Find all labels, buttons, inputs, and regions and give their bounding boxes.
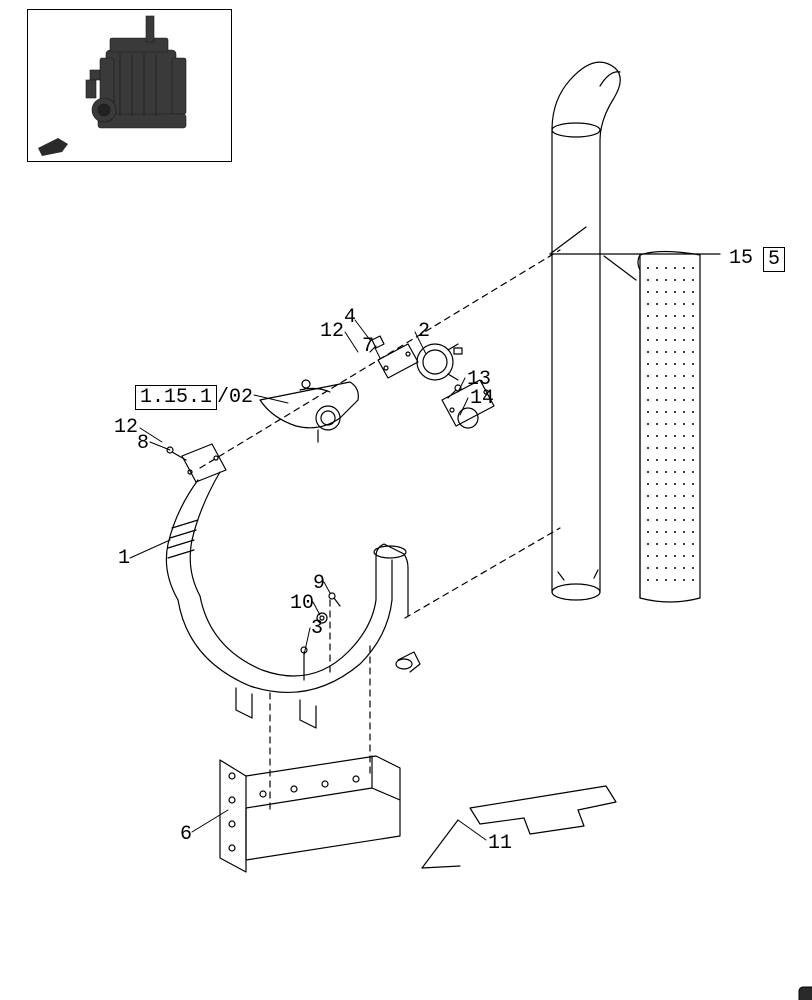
bracket-6 (220, 756, 400, 872)
callout-ref-block: 1.15.1/02 (135, 385, 253, 410)
turbo-body (260, 380, 358, 442)
callout-1: 1 (118, 547, 130, 570)
callout-4: 4 (344, 306, 356, 329)
callout-12a: 12 (320, 320, 344, 343)
callout-5: 5 (763, 247, 785, 272)
callout-14: 14 (470, 387, 494, 410)
callout-7: 7 (362, 335, 374, 358)
heat-shield (638, 252, 700, 603)
u-pipe (166, 444, 420, 728)
callout-3: 3 (311, 617, 323, 640)
diagram-canvas: 1.15.1/02 1 2 3 4 5 6 7 8 9 10 11 12 12 … (0, 0, 812, 1000)
callout-12b: 12 (114, 416, 138, 439)
callout-9: 9 (313, 572, 325, 595)
shim-11 (422, 786, 616, 868)
callout-15: 15 (729, 247, 753, 270)
main-diagram-svg (0, 0, 812, 1000)
exhaust-stack (552, 62, 620, 600)
callout-10: 10 (290, 592, 314, 615)
gasket-7 (378, 344, 418, 378)
callout-11: 11 (488, 832, 512, 855)
callout-8: 8 (137, 432, 149, 455)
callout-ref-left: 1.15.1 (135, 385, 217, 410)
callout-6: 6 (180, 823, 192, 846)
callout-ref-right: /02 (217, 386, 253, 409)
callout-2: 2 (418, 320, 430, 343)
